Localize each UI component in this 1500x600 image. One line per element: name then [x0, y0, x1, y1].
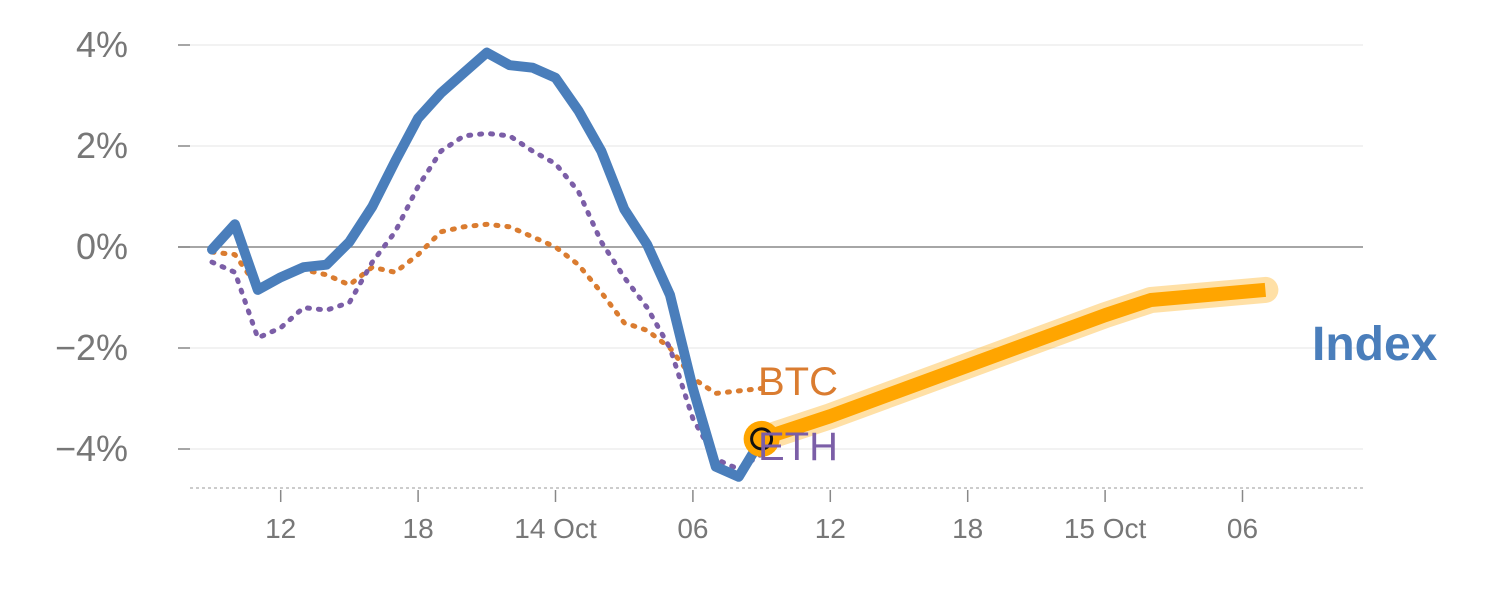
- series-label-btc: BTC: [758, 360, 838, 404]
- x-tick-label-0: 12: [265, 513, 296, 544]
- y-tick-label-2: 0%: [76, 226, 128, 267]
- y-tick-label-1: 2%: [76, 125, 128, 166]
- series-line-index: [207, 47, 767, 482]
- series-label-eth: ETH: [758, 425, 838, 469]
- series-line-index-forecast: [759, 282, 1267, 446]
- current-point-marker: [743, 420, 780, 457]
- series-lines: [207, 47, 1279, 482]
- x-tick-label-5: 18: [952, 513, 983, 544]
- x-tick-label-4: 12: [815, 513, 846, 544]
- series-label-index: Index: [1312, 318, 1438, 371]
- x-tick-label-1: 18: [403, 513, 434, 544]
- x-tick-label-2: 14 Oct: [514, 513, 597, 544]
- x-tick-label-6: 15 Oct: [1064, 513, 1147, 544]
- series-line-eth: [209, 130, 765, 472]
- y-tick-label-0: 4%: [76, 24, 128, 65]
- y-tick-label-3: −2%: [55, 327, 128, 368]
- y-tick-label-4: −4%: [55, 428, 128, 469]
- x-tick-label-7: 06: [1227, 513, 1258, 544]
- series-line-btc: [209, 221, 765, 396]
- x-tick-label-3: 06: [677, 513, 708, 544]
- marker-dot: [750, 427, 774, 451]
- x-axis: 12 18 14 Oct 06 12 18 15 Oct 06: [190, 487, 1365, 544]
- y-axis: 4% 2% 0% −2% −4%: [55, 24, 190, 469]
